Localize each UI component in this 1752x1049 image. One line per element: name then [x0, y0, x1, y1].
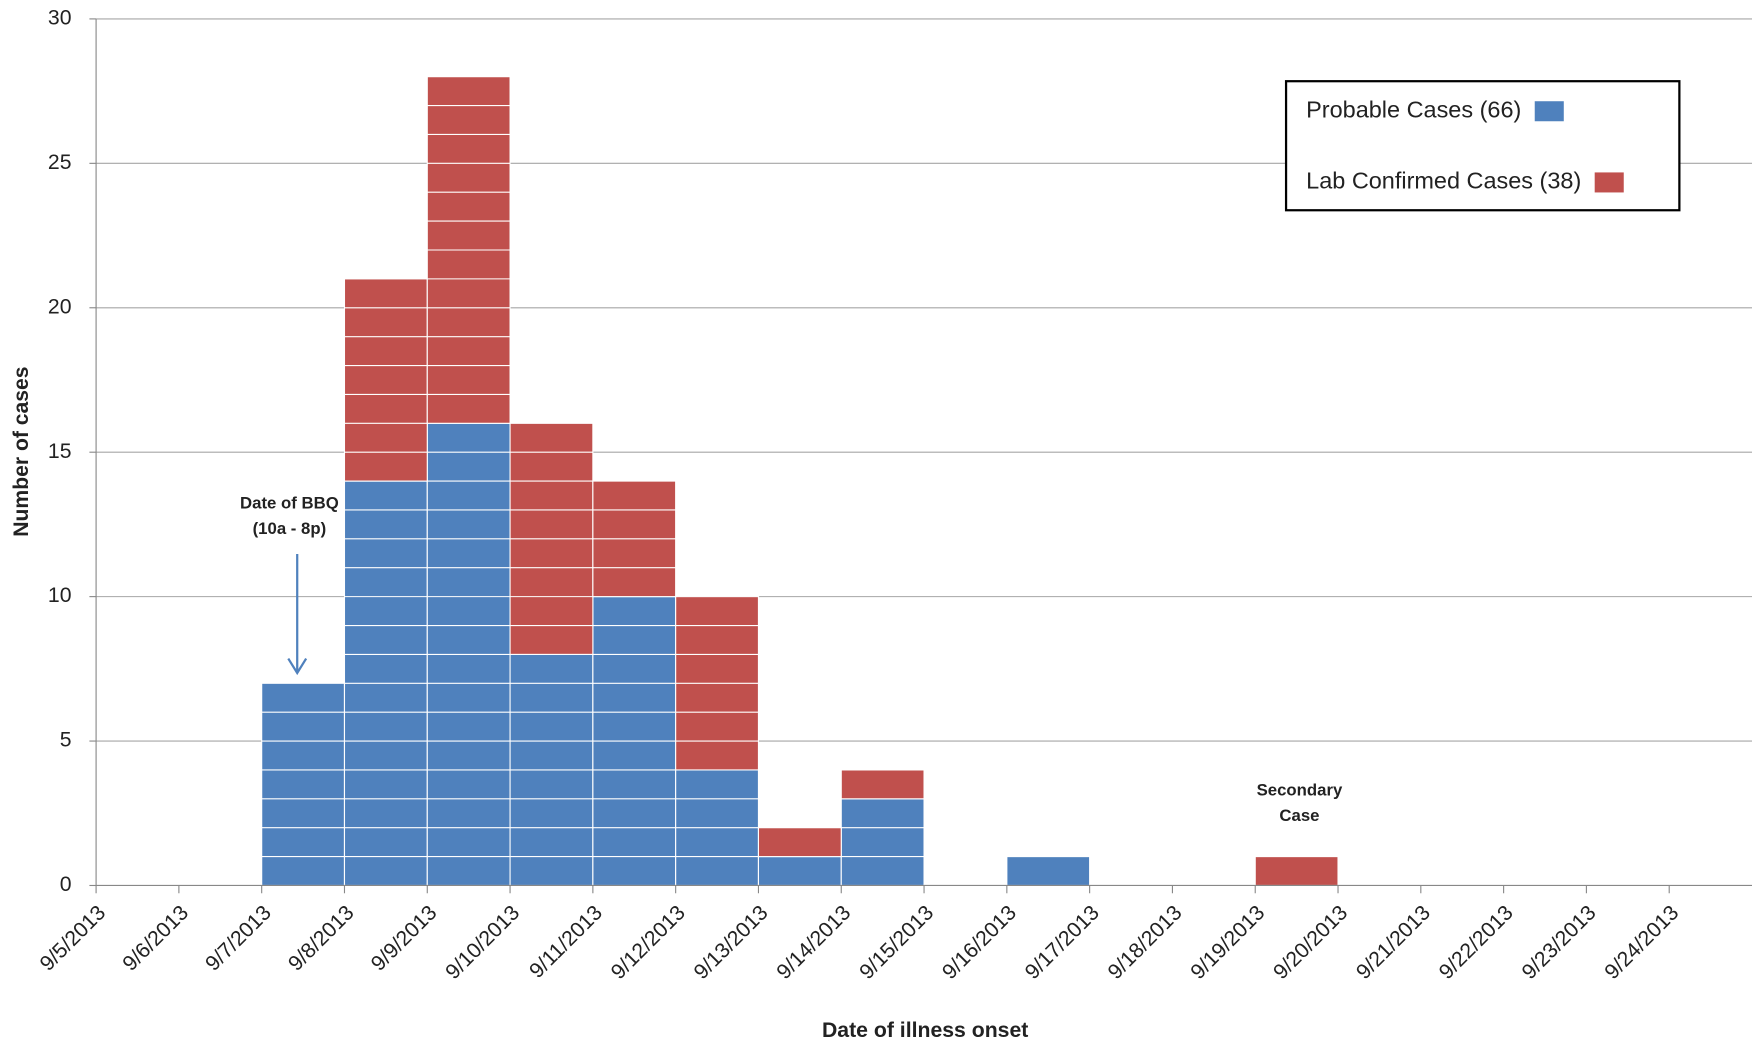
y-tick-label: 20 — [48, 295, 72, 318]
annotation: Case — [1279, 806, 1319, 825]
x-tick-label: 9/21/2013 — [1352, 901, 1435, 984]
y-tick-label: 15 — [48, 440, 72, 463]
x-tick-label: 9/6/2013 — [118, 901, 193, 975]
x-tick-label: 9/23/2013 — [1518, 901, 1601, 984]
bar-segment — [1254, 856, 1339, 887]
bar-segment — [343, 278, 428, 482]
x-tick-label: 9/16/2013 — [938, 901, 1021, 984]
y-tick-label: 0 — [60, 873, 72, 896]
legend-label: Probable Cases (66) — [1306, 96, 1521, 122]
x-axis-title: Date of illness onset — [822, 1019, 1028, 1042]
y-tick-label: 10 — [48, 584, 72, 607]
x-tick-label: 9/12/2013 — [607, 901, 690, 984]
x-tick-label: 9/14/2013 — [772, 901, 855, 984]
x-tick-label: 9/7/2013 — [201, 901, 276, 975]
bar-segment — [261, 682, 346, 887]
y-tick-label: 30 — [48, 7, 72, 30]
bar-segment — [757, 856, 842, 887]
bar-segment — [840, 798, 925, 887]
x-tick-label: 9/13/2013 — [690, 901, 773, 984]
x-tick-label: 9/15/2013 — [855, 901, 938, 984]
legend: Probable Cases (66) Lab Confirmed Cases (… — [1284, 80, 1681, 212]
x-tick-label: 9/22/2013 — [1435, 901, 1518, 984]
x-tick-label: 9/20/2013 — [1269, 901, 1352, 984]
bar-segment — [840, 769, 925, 800]
y-axis-title: Number of cases — [10, 367, 33, 537]
annotation: Date of BBQ — [240, 493, 339, 512]
bar-segment — [1006, 856, 1091, 887]
x-tick-label: 9/5/2013 — [36, 901, 111, 975]
annotation: Secondary — [1257, 780, 1343, 799]
x-tick-label: 9/9/2013 — [367, 901, 442, 975]
y-tick-label: 5 — [60, 729, 72, 752]
annotation: (10a - 8p) — [253, 519, 327, 538]
bar-segment — [757, 827, 842, 858]
x-tick-label: 9/18/2013 — [1104, 901, 1187, 984]
legend-label: Lab Confirmed Cases (38) — [1306, 168, 1581, 194]
x-tick-label: 9/8/2013 — [284, 901, 359, 975]
legend-swatch — [1594, 172, 1624, 193]
x-tick-label: 9/10/2013 — [441, 901, 524, 984]
x-tick-label: 9/11/2013 — [525, 901, 607, 983]
y-tick-label: 25 — [48, 151, 72, 174]
annotation-arrowhead — [287, 657, 308, 676]
x-tick-label: 9/24/2013 — [1600, 901, 1683, 984]
legend-swatch — [1534, 101, 1564, 122]
x-tick-label: 9/17/2013 — [1021, 901, 1104, 984]
x-tick-label: 9/19/2013 — [1186, 901, 1269, 984]
